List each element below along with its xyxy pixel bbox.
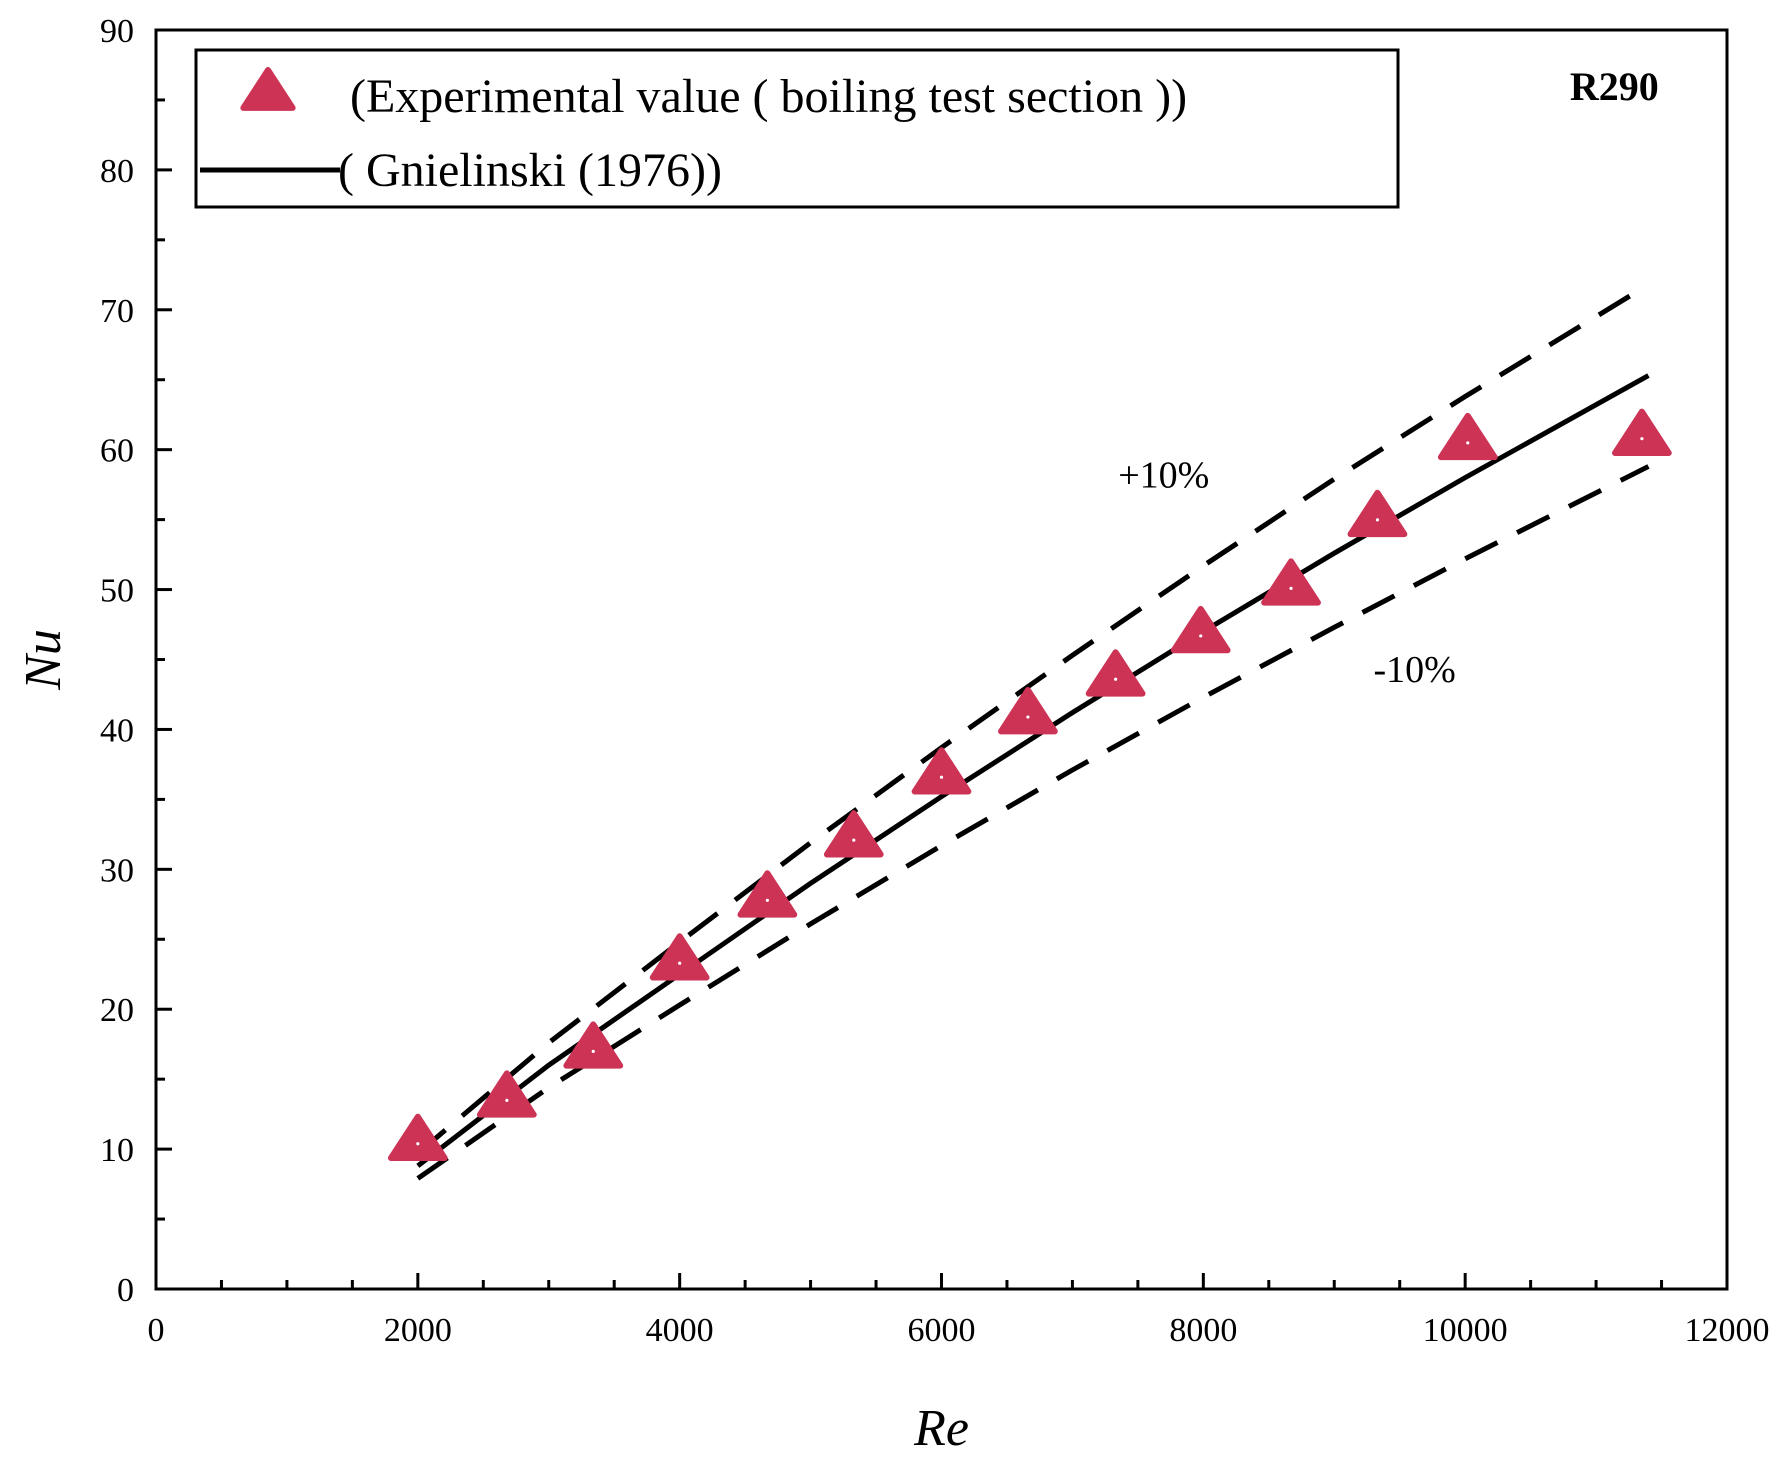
plus-10-percent-line [416,282,1650,1156]
y-tick-label: 0 [117,1272,134,1309]
data-point-triangle [1170,605,1231,654]
legend-triangle-icon [240,67,296,111]
data-point-triangle [649,933,710,981]
data-point-center [591,1049,595,1053]
data-point-triangle [1261,558,1321,606]
y-tick-label: 40 [100,712,134,749]
data-point-triangle [476,1070,537,1118]
plus-10-percent-label: +10% [1118,454,1209,496]
data-point-triangle [911,747,972,795]
y-tick-label: 30 [100,852,134,889]
minus-10-percent-label: -10% [1374,649,1456,691]
data-point-center [852,838,856,842]
x-axis-title: Re [913,1400,969,1457]
y-tick-label: 70 [100,293,134,330]
data-point-triangle [1347,489,1408,538]
tick-marks [154,28,1729,1291]
series-markers [387,408,1672,1161]
gnielinski-line [416,373,1650,1168]
y-axis-title: Nu [15,629,72,691]
plot-frame [154,28,1729,1291]
data-point-triangle [563,1021,624,1069]
data-point-triangle [1085,649,1146,697]
legend: (Experimental value ( boiling test secti… [194,48,1400,209]
data-point-triangle [1612,408,1672,456]
x-tick-label: 6000 [908,1312,976,1349]
data-point-center [505,1098,509,1102]
y-tick-label: 80 [100,153,134,190]
data-point-center [1640,437,1644,441]
data-point-center [1199,634,1203,638]
data-point-center [1466,441,1470,445]
x-tick-label: 10000 [1423,1312,1508,1349]
data-point-triangle [998,687,1058,735]
y-tick-label: 10 [100,1132,134,1169]
chart-text: 0 2000 4000 6000 8000 10000 12000 0 10 20 30 40 50 60… [15,13,1770,1457]
legend-label-experimental: (Experimental value ( boiling test secti… [350,70,1187,123]
x-tick-label: 12000 [1685,1312,1770,1349]
data-point-center [1289,586,1293,590]
x-tick-label: 8000 [1169,1312,1237,1349]
y-tick-label: 90 [100,13,134,50]
x-tick-label: 4000 [646,1312,714,1349]
legend-box [194,48,1400,209]
data-point-center [678,961,682,965]
refrigerant-label: R290 [1570,64,1659,109]
data-point-triangle [387,1113,448,1161]
y-tick-label: 20 [100,992,134,1029]
x-tick-label: 0 [148,1312,165,1349]
y-tick-label: 50 [100,573,134,610]
data-point-center [1114,677,1118,681]
x-tick-label: 2000 [384,1312,452,1349]
data-point-triangle [823,810,884,858]
data-point-center [416,1142,420,1146]
data-point-center [1026,715,1030,719]
legend-label-gnielinski: ( Gnielinski (1976)) [338,144,722,197]
data-point-center [1375,518,1380,522]
y-tick-label: 60 [100,433,134,470]
data-point-center [765,898,769,902]
data-point-triangle [737,870,798,918]
data-point-triangle [1437,412,1498,461]
minus-10-percent-line [416,464,1650,1181]
series-lines [416,282,1650,1181]
data-point-center [939,775,944,779]
